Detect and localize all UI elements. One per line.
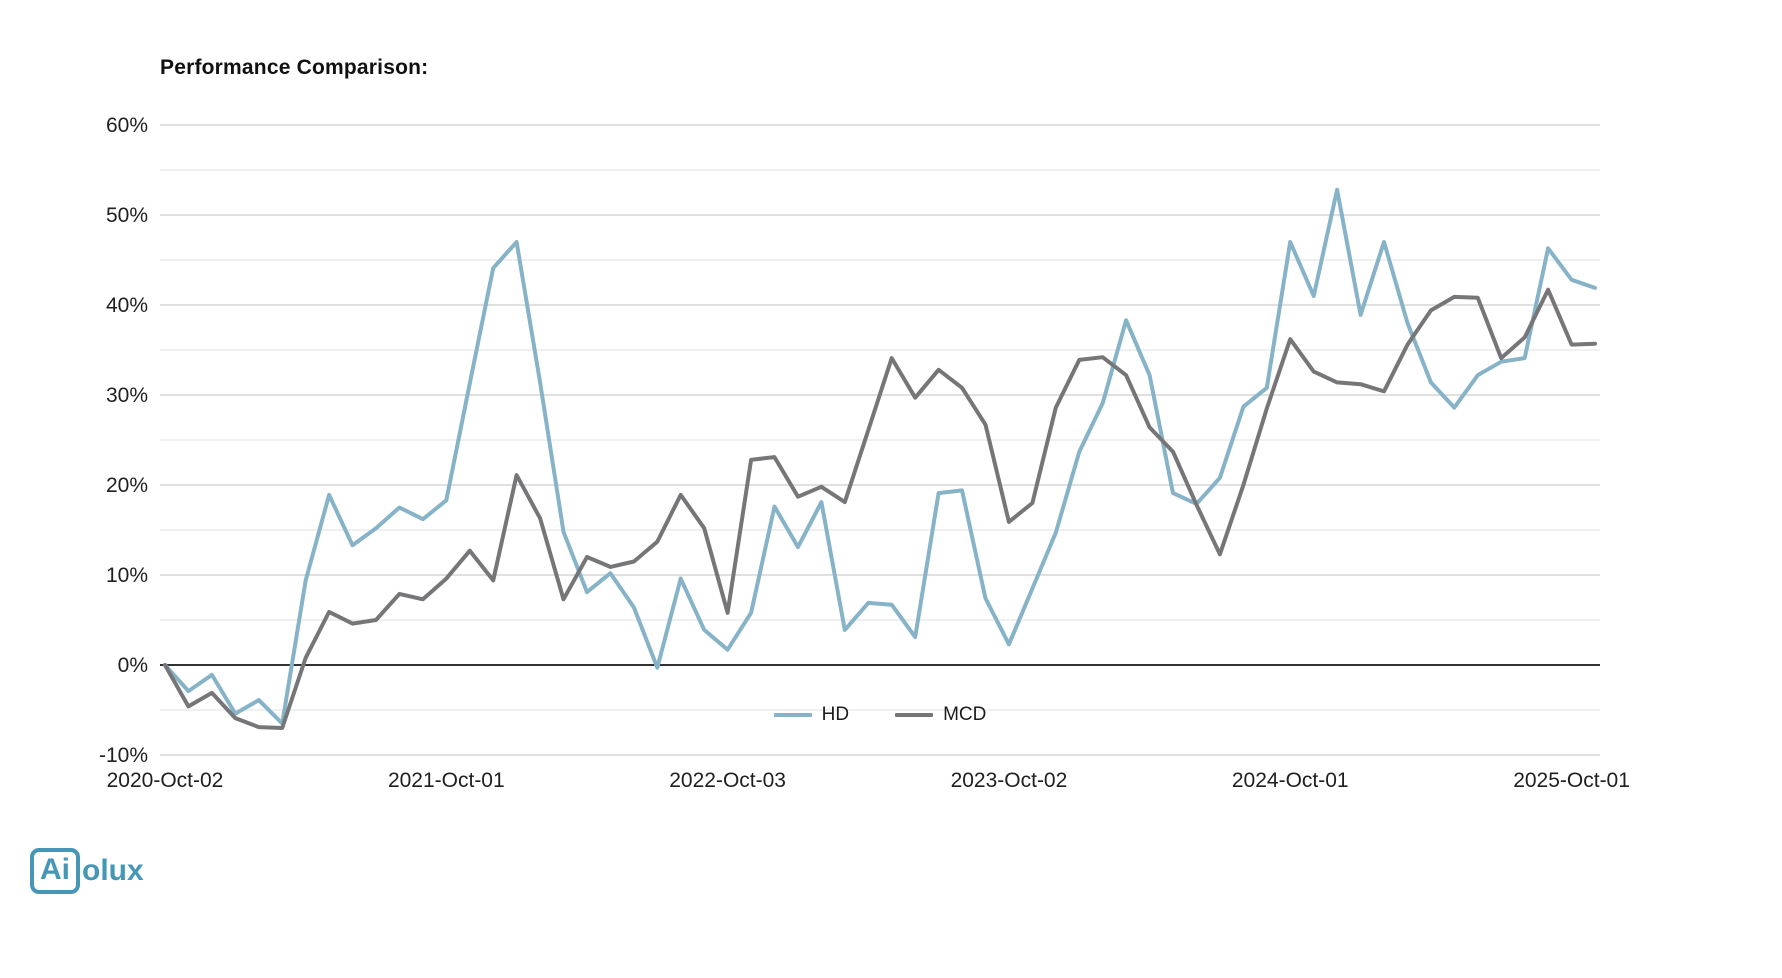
aiolux-logo[interactable]: Ai olux <box>30 848 144 894</box>
y-tick-label: -10% <box>99 744 148 767</box>
y-tick-label: 50% <box>106 204 148 227</box>
aiolux-logo-text: olux <box>82 854 144 887</box>
x-tick-label: 2020-Oct-02 <box>107 769 224 792</box>
aiolux-logo-boxed-text: Ai <box>30 848 80 894</box>
series-line-hd <box>163 187 1597 726</box>
x-tick-label: 2023-Oct-02 <box>951 769 1068 792</box>
y-tick-label: 30% <box>106 384 148 407</box>
y-tick-label: 0% <box>118 654 148 677</box>
y-tick-label: 40% <box>106 294 148 317</box>
series-line-mcd <box>163 287 1597 730</box>
y-tick-label: 10% <box>106 564 148 587</box>
hd-line-swatch-icon <box>773 713 812 717</box>
chart-title: Performance Comparison: <box>160 56 429 79</box>
legend-item-hd[interactable]: HD <box>773 704 850 726</box>
legend-item-mcd[interactable]: MCD <box>895 704 986 726</box>
legend-label-mcd: MCD <box>943 704 987 725</box>
mcd-line-swatch-icon <box>895 713 934 717</box>
y-tick-label: 60% <box>106 114 148 137</box>
x-tick-label: 2024-Oct-01 <box>1232 769 1349 792</box>
chart-legend: HD MCD <box>165 704 1595 726</box>
x-tick-label: 2021-Oct-01 <box>388 769 505 792</box>
y-tick-label: 20% <box>106 474 148 497</box>
x-tick-label: 2025-Oct-01 <box>1513 769 1630 792</box>
legend-label-hd: HD <box>821 704 850 725</box>
x-tick-label: 2022-Oct-03 <box>669 769 786 792</box>
